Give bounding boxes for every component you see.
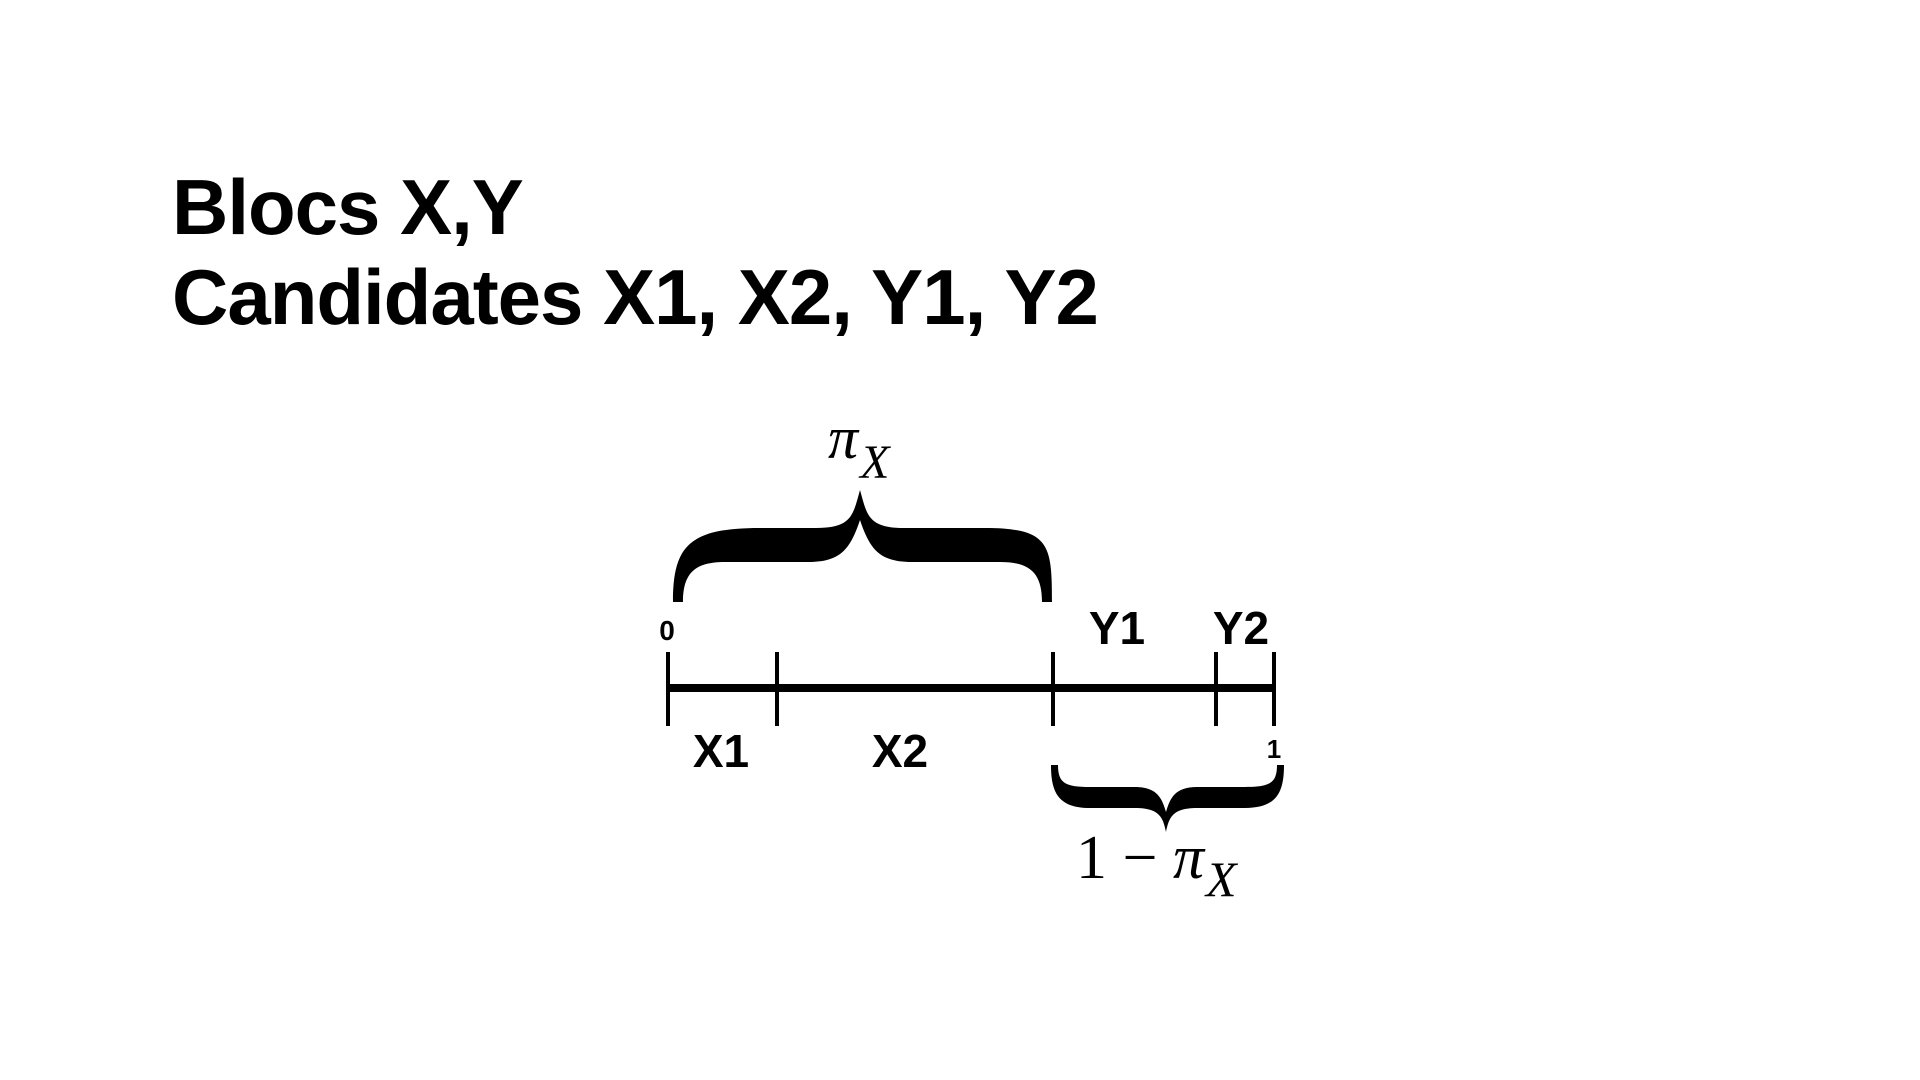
segment-label-y2: Y2 [1213,602,1269,654]
pi-subscript: X [858,436,891,489]
one-minus-prefix: 1 − [1076,824,1173,892]
title-candidates: Candidates X1, X2, Y1, Y2 [172,253,1099,341]
segment-label-x1: X1 [693,725,749,777]
axis-start-label: 0 [659,615,675,646]
one-minus-pi-x-label: 1 − πX [1076,824,1239,907]
segment-label-y1: Y1 [1089,602,1145,654]
pi-subscript-lower: X [1204,851,1239,907]
lower-brace [1051,765,1284,832]
pi-symbol-lower: π [1173,824,1206,892]
pi-x-label: πX [828,405,891,489]
axis-end-label: 1 [1267,734,1281,764]
pi-symbol: π [828,405,860,471]
title-blocs: Blocs X,Y [172,163,524,251]
upper-brace [673,490,1052,602]
segment-label-x2: X2 [872,725,928,777]
